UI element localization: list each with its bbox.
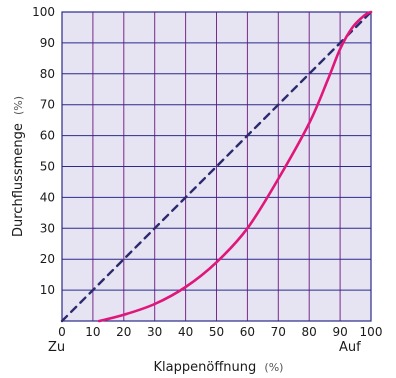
x-tick-label-0: 0	[58, 325, 66, 339]
y-tick-label-80: 80	[40, 67, 55, 81]
y-tick-label-30: 30	[40, 221, 55, 235]
y-axis-label: Durchflussmenge (%)	[11, 96, 26, 237]
y-tick-label-40: 40	[40, 190, 55, 204]
x-tick-label-100: 100	[360, 325, 383, 339]
linear-reference-line	[60, 10, 373, 323]
x-tick-label-10: 10	[85, 325, 100, 339]
x-tick-label-70: 70	[271, 325, 286, 339]
y-tick-label-50: 50	[40, 160, 55, 174]
y-tick-label-60: 60	[40, 129, 55, 143]
plot-border	[61, 11, 372, 322]
tick-labels: 0 10 20 30 40 50 60 70 80 90 100 10 20 30 40 50 60 70 80 90…	[32, 5, 382, 339]
y-tick-label-20: 20	[40, 252, 55, 266]
y-axis-label-text: Durchflussmenge	[11, 123, 26, 237]
x-axis-label-text: Klappenöffnung	[154, 360, 257, 375]
y-tick-label-10: 10	[40, 283, 55, 297]
x-tick-label-20: 20	[116, 325, 131, 339]
y-tick-label-100: 100	[32, 5, 55, 19]
x-tick-label-40: 40	[178, 325, 193, 339]
x-end-label: Auf	[339, 340, 361, 355]
data-series	[60, 10, 373, 323]
x-tick-label-50: 50	[209, 325, 224, 339]
flow-curve	[97, 10, 373, 323]
grid-lines	[61, 11, 372, 322]
x-tick-label-60: 60	[240, 325, 255, 339]
y-axis-unit: (%)	[12, 96, 25, 115]
x-tick-label-30: 30	[147, 325, 162, 339]
x-axis-label: Klappenöffnung (%)	[154, 360, 284, 375]
x-tick-label-90: 90	[332, 325, 347, 339]
x-start-label: Zu	[48, 340, 65, 355]
y-tick-label-70: 70	[40, 98, 55, 112]
x-axis-unit: (%)	[264, 361, 283, 374]
x-tick-label-80: 80	[302, 325, 317, 339]
y-tick-label-90: 90	[40, 36, 55, 50]
